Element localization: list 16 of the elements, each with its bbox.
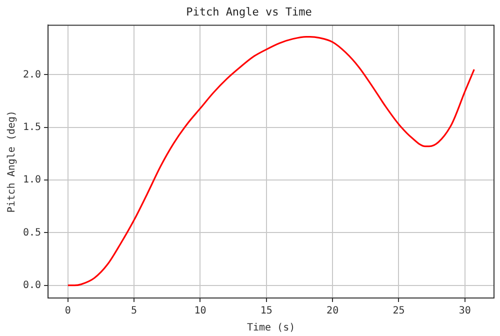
chart-title: Pitch Angle vs Time <box>186 5 312 18</box>
x-tick-label: 0 <box>64 306 71 317</box>
x-tick-label: 20 <box>326 306 339 317</box>
y-tick-label: 2.0 <box>23 69 42 80</box>
line-series <box>67 36 475 286</box>
x-tick-label: 5 <box>131 306 138 317</box>
x-axis-title: Time (s) <box>246 322 296 334</box>
y-tick-label: 1.0 <box>23 174 42 186</box>
x-tick-label: 15 <box>260 306 272 317</box>
y-tick-label: 0.0 <box>23 280 42 291</box>
y-tick-label: 0.5 <box>23 227 42 238</box>
x-tick-label: 10 <box>194 306 206 317</box>
y-tick-label: 1.5 <box>23 122 42 133</box>
x-tick-label: 25 <box>392 306 405 317</box>
x-tick-label: 30 <box>458 306 471 317</box>
y-axis-title: Pitch Angle (deg) <box>6 110 18 213</box>
